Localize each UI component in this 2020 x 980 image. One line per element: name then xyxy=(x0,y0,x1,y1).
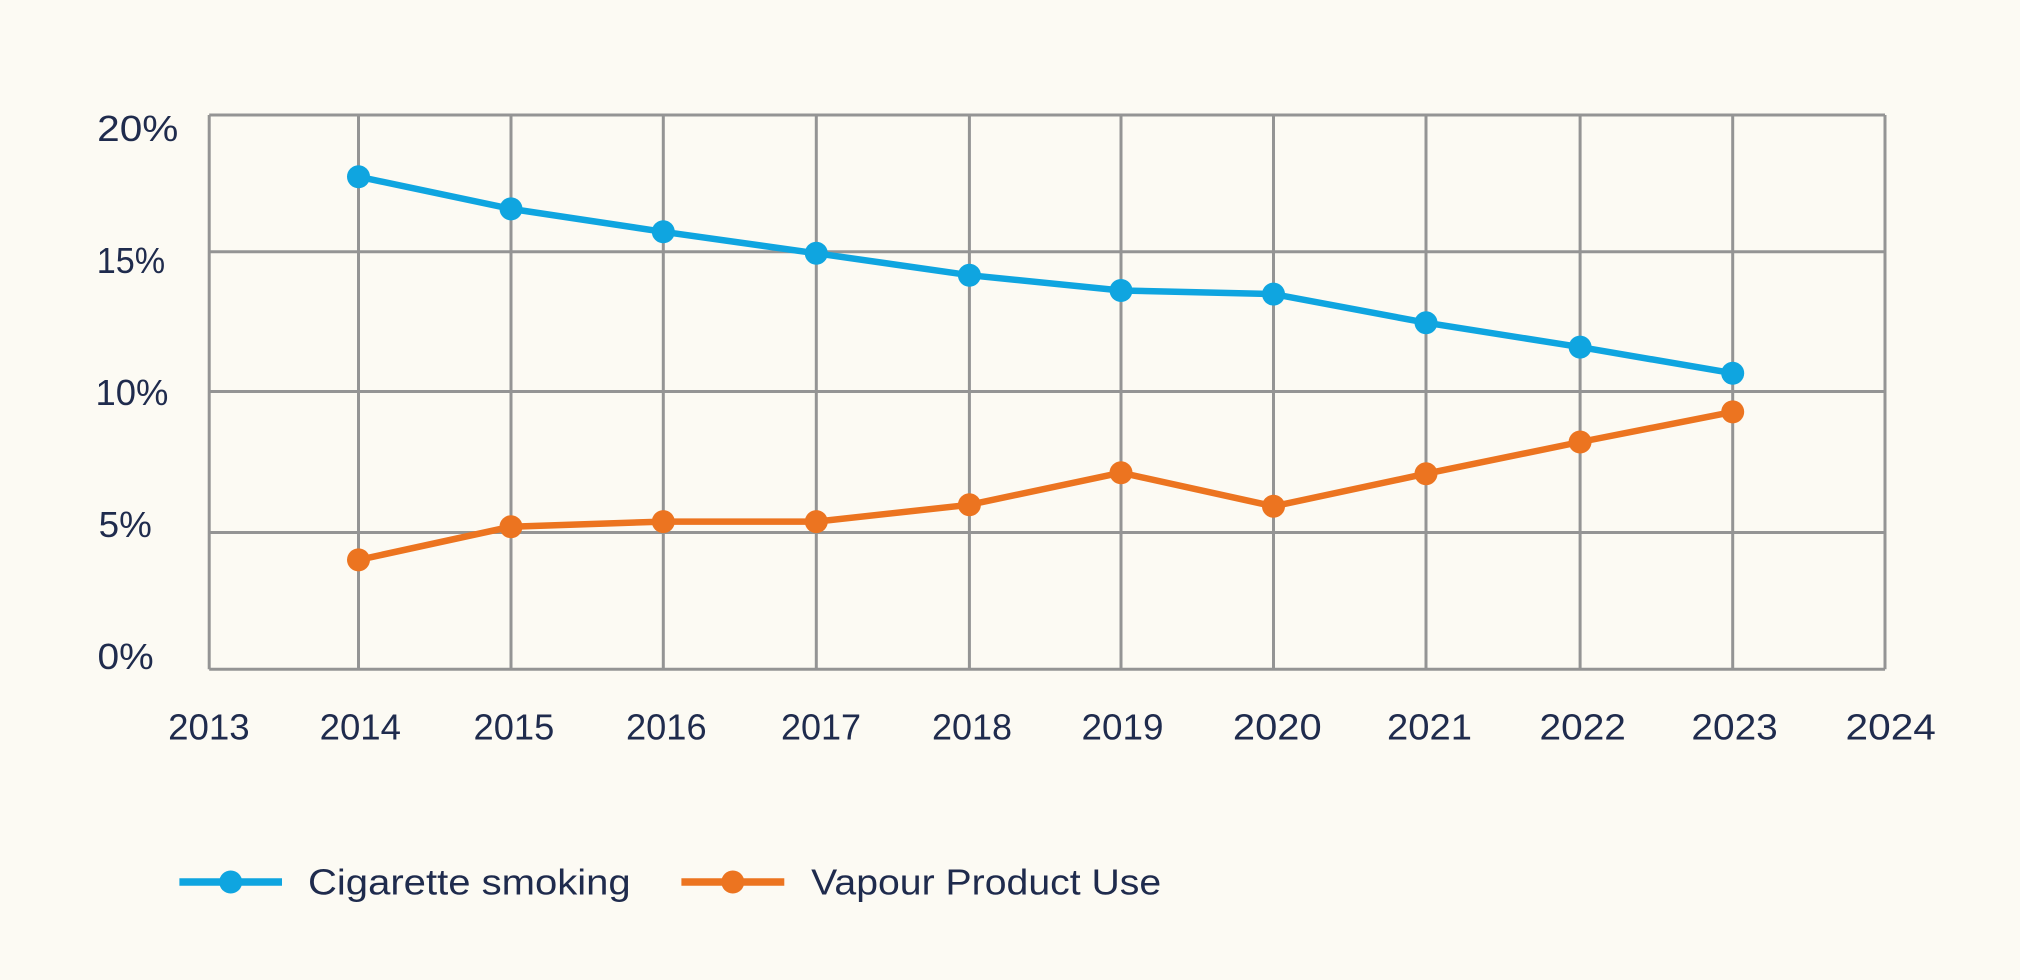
svg-text:2013: 2013 xyxy=(168,707,250,748)
svg-text:2016: 2016 xyxy=(626,707,707,748)
svg-text:2023: 2023 xyxy=(1691,707,1777,748)
svg-text:2017: 2017 xyxy=(781,707,861,748)
svg-text:20%: 20% xyxy=(97,108,178,149)
svg-text:5%: 5% xyxy=(99,504,152,545)
svg-text:Vapour Product Use: Vapour Product Use xyxy=(811,861,1161,902)
svg-text:2014: 2014 xyxy=(320,707,401,748)
svg-text:2019: 2019 xyxy=(1082,707,1164,748)
svg-text:2020: 2020 xyxy=(1233,707,1322,748)
svg-text:2015: 2015 xyxy=(474,707,555,748)
svg-text:2021: 2021 xyxy=(1387,707,1472,748)
svg-text:0%: 0% xyxy=(98,636,154,677)
svg-text:Cigarette smoking: Cigarette smoking xyxy=(308,861,631,902)
svg-text:15%: 15% xyxy=(97,240,165,281)
svg-text:2022: 2022 xyxy=(1540,707,1626,748)
svg-text:10%: 10% xyxy=(96,372,169,413)
svg-text:2024: 2024 xyxy=(1846,707,1936,748)
svg-text:2018: 2018 xyxy=(932,707,1012,748)
